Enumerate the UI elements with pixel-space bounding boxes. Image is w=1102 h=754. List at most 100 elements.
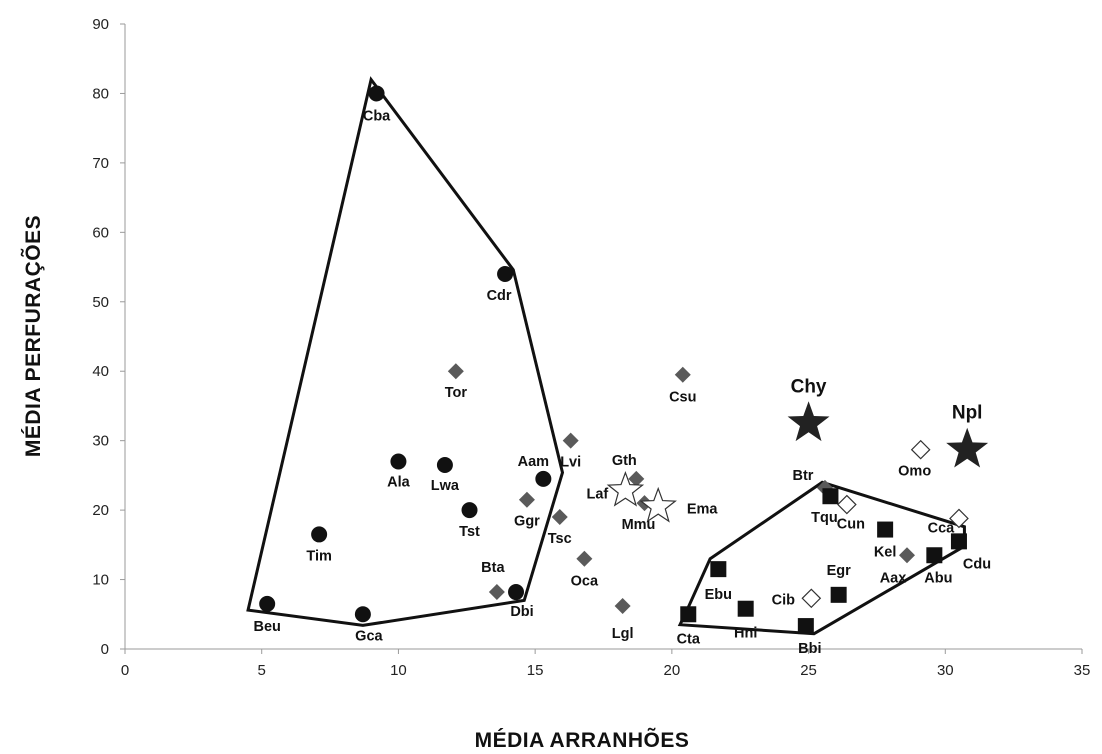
point-tqu bbox=[822, 488, 839, 505]
label-lwa: Lwa bbox=[431, 478, 460, 494]
label-ema: Ema bbox=[687, 502, 719, 518]
point-chy bbox=[787, 401, 830, 442]
y-tick-label: 40 bbox=[92, 363, 109, 380]
label-hni: Hni bbox=[734, 626, 757, 642]
label-tst: Tst bbox=[459, 524, 480, 540]
point-omo bbox=[910, 439, 931, 460]
y-tick-label: 20 bbox=[92, 502, 109, 519]
y-tick-label: 0 bbox=[101, 641, 109, 658]
x-tick-label: 20 bbox=[664, 662, 681, 679]
label-cca: Cca bbox=[928, 520, 956, 536]
hull-outline bbox=[246, 76, 565, 627]
label-tsc: Tsc bbox=[548, 531, 572, 547]
point-labels: Cba Cdr Ala Lwa Tst Aam Tim Beu Gca Dbi Tor Csu Lvi G… bbox=[253, 108, 991, 657]
label-mmu: Mmu bbox=[622, 517, 656, 533]
point-cib bbox=[801, 588, 822, 609]
point-ema bbox=[639, 486, 677, 523]
point-kel bbox=[877, 521, 894, 538]
label-aax: Aax bbox=[880, 570, 907, 586]
label-ggr: Ggr bbox=[514, 514, 540, 530]
label-dbi: Dbi bbox=[510, 604, 533, 620]
x-tick-label: 5 bbox=[258, 662, 266, 679]
point-npl bbox=[946, 427, 989, 468]
data-points bbox=[259, 85, 989, 635]
point-tsc bbox=[551, 509, 568, 526]
label-abu: Abu bbox=[924, 570, 952, 586]
y-tick-label: 30 bbox=[92, 433, 109, 450]
point-cta bbox=[680, 606, 697, 623]
label-tor: Tor bbox=[445, 385, 468, 401]
x-tick-label: 0 bbox=[121, 662, 129, 679]
point-aax bbox=[899, 547, 916, 564]
label-csu: Csu bbox=[669, 390, 696, 406]
x-tick-label: 15 bbox=[527, 662, 544, 679]
y-tick-label: 70 bbox=[92, 155, 109, 172]
y-tick-label: 50 bbox=[92, 294, 109, 311]
y-axis-title: MÉDIA PERFURAÇÕES bbox=[21, 215, 45, 457]
label-kel: Kel bbox=[874, 545, 897, 561]
y-tick-label: 10 bbox=[92, 572, 109, 589]
point-abu bbox=[926, 547, 943, 564]
label-gca: Gca bbox=[355, 628, 383, 644]
point-hni bbox=[737, 600, 754, 617]
label-cdu: Cdu bbox=[963, 556, 991, 572]
label-cta: Cta bbox=[677, 631, 701, 647]
point-laf bbox=[606, 470, 645, 507]
y-tick-label: 60 bbox=[92, 224, 109, 241]
point-lvi bbox=[562, 432, 579, 449]
point-beu bbox=[259, 595, 276, 612]
label-lgl: Lgl bbox=[612, 626, 634, 642]
label-cun: Cun bbox=[837, 517, 865, 533]
point-bbi bbox=[797, 618, 814, 635]
label-gth: Gth bbox=[612, 453, 637, 469]
label-bbi: Bbi bbox=[798, 641, 821, 657]
point-tor bbox=[447, 363, 464, 380]
point-ggr bbox=[518, 491, 535, 508]
point-egr bbox=[830, 586, 847, 603]
y-tick-label: 90 bbox=[92, 16, 109, 33]
axes bbox=[124, 24, 1082, 650]
point-cdr bbox=[497, 266, 514, 282]
label-cib: Cib bbox=[772, 592, 796, 608]
x-tick-label: 25 bbox=[800, 662, 817, 679]
label-aam: Aam bbox=[518, 454, 549, 470]
label-ebu: Ebu bbox=[705, 587, 732, 603]
label-cdr: Cdr bbox=[487, 288, 512, 304]
point-aam bbox=[535, 470, 552, 487]
label-omo: Omo bbox=[898, 464, 931, 480]
label-chy: Chy bbox=[791, 376, 827, 397]
point-lgl bbox=[614, 597, 631, 614]
axis-ticks: 0 5 10 15 20 25 30 35 0 10 20 30 40 50 60 70 80 90 bbox=[92, 16, 1090, 679]
point-cun bbox=[837, 494, 857, 515]
point-csu bbox=[674, 366, 691, 383]
label-cba: Cba bbox=[363, 108, 391, 124]
label-npl: Npl bbox=[952, 403, 983, 424]
x-tick-label: 35 bbox=[1074, 662, 1091, 679]
point-tim bbox=[311, 526, 328, 543]
point-cca bbox=[949, 508, 969, 529]
y-tick-label: 80 bbox=[92, 85, 109, 102]
point-lwa bbox=[436, 456, 453, 473]
label-beu: Beu bbox=[253, 619, 280, 635]
point-gth bbox=[628, 470, 645, 487]
hull-outline bbox=[677, 480, 966, 636]
x-tick-label: 30 bbox=[937, 662, 954, 679]
point-cba bbox=[368, 85, 385, 102]
x-axis-title: MÉDIA ARRANHÕES bbox=[475, 728, 690, 752]
point-dbi bbox=[508, 584, 525, 601]
point-ebu bbox=[710, 561, 727, 578]
x-tick-label: 10 bbox=[390, 662, 407, 679]
point-tst bbox=[461, 502, 478, 519]
hull-polygons bbox=[246, 76, 966, 636]
point-cdu bbox=[950, 533, 967, 550]
point-oca bbox=[576, 550, 593, 567]
label-ala: Ala bbox=[387, 475, 411, 491]
label-oca: Oca bbox=[571, 574, 599, 590]
label-tqu: Tqu bbox=[811, 510, 838, 526]
point-ala bbox=[390, 453, 407, 470]
label-bta: Bta bbox=[481, 560, 505, 576]
point-bta bbox=[488, 584, 505, 601]
label-laf: Laf bbox=[586, 487, 608, 503]
label-lvi: Lvi bbox=[560, 455, 581, 471]
